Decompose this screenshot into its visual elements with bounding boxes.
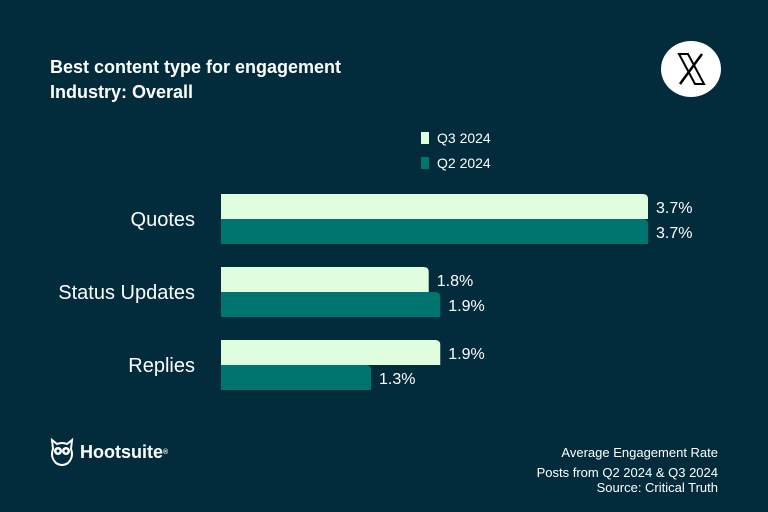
data-label: 3.7% <box>656 200 692 217</box>
bar <box>221 340 441 365</box>
owl-icon <box>50 437 74 466</box>
category-label: Quotes <box>131 209 195 231</box>
registered-mark: ® <box>163 448 169 456</box>
legend-label: Q3 2024 <box>437 129 491 146</box>
data-label: 1.9% <box>448 346 484 363</box>
legend-swatch <box>421 156 429 169</box>
bar <box>221 267 429 292</box>
brand-name: Hootsuite <box>80 441 163 462</box>
x-logo-icon <box>661 41 721 97</box>
period-label: Posts from Q2 2024 & Q3 2024 <box>536 465 718 480</box>
legend: Q3 2024 Q2 2024 <box>421 125 491 175</box>
legend-item-q3: Q3 2024 <box>421 125 491 150</box>
category-label: Status Updates <box>58 282 195 304</box>
data-label: 1.8% <box>437 273 473 290</box>
data-label: 1.3% <box>379 371 415 388</box>
hootsuite-logo: Hootsuite ® <box>48 437 168 467</box>
metric-label: Average Engagement Rate <box>561 445 718 460</box>
legend-item-q2: Q2 2024 <box>421 150 491 175</box>
chart-title: Best content type for engagement <box>50 57 342 77</box>
bar-chart: Quotes 3.7% 3.7% Status Updates 1.8% 1.9% Repl… <box>58 194 692 390</box>
source-label: Source: Critical Truth <box>596 480 718 495</box>
legend-swatch <box>421 131 429 144</box>
data-label: 1.9% <box>448 298 484 315</box>
bar <box>221 292 441 317</box>
data-label: 3.7% <box>656 225 692 242</box>
chart-subtitle: Industry: Overall <box>50 82 194 102</box>
category-label: Replies <box>128 355 195 377</box>
legend-label: Q2 2024 <box>437 154 491 171</box>
bar <box>221 365 372 390</box>
bar <box>221 194 648 219</box>
bar <box>221 219 648 244</box>
